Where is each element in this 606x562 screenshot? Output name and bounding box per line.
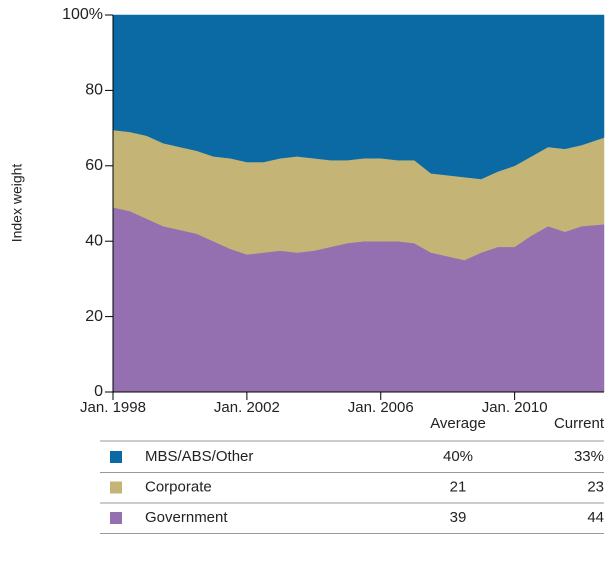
x-tick-label: Jan. 1998 [80, 399, 146, 416]
legend-swatch [110, 481, 122, 494]
table-cell: 39 [450, 509, 467, 526]
y-tick-label: 60 [85, 157, 103, 174]
y-tick-label: 100% [62, 6, 103, 23]
table-cell: 23 [587, 478, 604, 495]
table-cell: 40% [443, 448, 473, 465]
legend-label: Corporate [145, 478, 212, 495]
x-tick-label: Jan. 2002 [214, 399, 280, 416]
legend-swatch [110, 451, 122, 463]
area [112, 14, 605, 180]
y-tick-label: 40 [85, 232, 103, 249]
y-tick-label: 80 [85, 82, 103, 99]
y-tick-label: 0 [94, 383, 103, 400]
y-tick-label: 20 [85, 308, 103, 325]
table-cell: 33% [574, 448, 604, 465]
table-cell: 44 [587, 509, 604, 526]
legend-swatch [110, 512, 122, 524]
table-header: Average [430, 415, 486, 432]
y-axis-label: Index weight [9, 164, 25, 243]
legend-label: Government [145, 509, 228, 526]
x-tick-label: Jan. 2006 [348, 399, 414, 416]
legend-label: MBS/ABS/Other [145, 448, 253, 465]
table-header: Current [554, 415, 605, 432]
table-cell: 21 [450, 478, 467, 495]
x-tick-label: Jan. 2010 [482, 399, 548, 416]
